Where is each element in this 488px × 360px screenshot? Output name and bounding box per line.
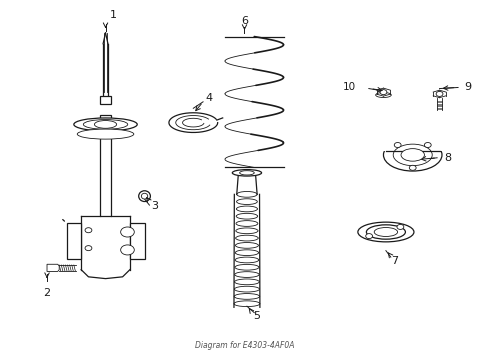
Circle shape xyxy=(365,234,372,239)
Ellipse shape xyxy=(239,171,254,175)
Circle shape xyxy=(379,90,386,95)
Ellipse shape xyxy=(235,235,258,241)
Text: 6: 6 xyxy=(241,17,247,27)
Ellipse shape xyxy=(234,279,259,285)
FancyArrowPatch shape xyxy=(62,220,64,221)
Ellipse shape xyxy=(383,139,441,171)
Text: 4: 4 xyxy=(205,93,212,103)
Ellipse shape xyxy=(139,191,150,202)
Circle shape xyxy=(85,228,92,233)
Ellipse shape xyxy=(236,192,257,197)
Circle shape xyxy=(121,245,134,255)
Ellipse shape xyxy=(94,121,116,128)
Bar xyxy=(100,96,111,104)
Circle shape xyxy=(393,143,400,148)
Ellipse shape xyxy=(392,144,431,166)
Ellipse shape xyxy=(234,286,259,292)
Text: 1: 1 xyxy=(109,10,116,20)
Ellipse shape xyxy=(233,301,260,307)
Ellipse shape xyxy=(77,129,134,139)
Text: 10: 10 xyxy=(342,82,355,93)
Ellipse shape xyxy=(375,93,390,98)
Ellipse shape xyxy=(236,221,257,226)
Ellipse shape xyxy=(235,228,258,234)
Ellipse shape xyxy=(234,264,259,270)
Circle shape xyxy=(424,143,430,148)
Circle shape xyxy=(121,227,134,237)
Ellipse shape xyxy=(235,243,258,248)
Text: 2: 2 xyxy=(43,288,50,298)
Ellipse shape xyxy=(236,206,257,212)
Text: 7: 7 xyxy=(390,256,397,266)
Ellipse shape xyxy=(235,250,258,256)
Bar xyxy=(100,116,111,216)
Circle shape xyxy=(435,91,442,96)
Ellipse shape xyxy=(366,225,405,239)
Polygon shape xyxy=(130,223,144,259)
Text: 9: 9 xyxy=(463,82,470,93)
Ellipse shape xyxy=(357,222,413,242)
Ellipse shape xyxy=(74,118,137,131)
Text: 5: 5 xyxy=(253,311,260,321)
Text: 8: 8 xyxy=(444,153,450,163)
Circle shape xyxy=(85,246,92,251)
Polygon shape xyxy=(47,264,59,271)
Ellipse shape xyxy=(83,120,127,129)
Bar xyxy=(378,129,446,150)
Ellipse shape xyxy=(234,293,259,299)
Ellipse shape xyxy=(141,193,147,199)
Ellipse shape xyxy=(234,272,259,278)
Ellipse shape xyxy=(373,228,397,237)
Circle shape xyxy=(396,224,403,229)
Circle shape xyxy=(408,165,415,170)
Polygon shape xyxy=(66,223,81,259)
Text: 3: 3 xyxy=(150,201,158,211)
Ellipse shape xyxy=(235,257,258,263)
Ellipse shape xyxy=(236,213,257,219)
Ellipse shape xyxy=(236,199,257,204)
Ellipse shape xyxy=(400,149,424,161)
Ellipse shape xyxy=(232,170,261,176)
Text: Diagram for E4303-4AF0A: Diagram for E4303-4AF0A xyxy=(194,341,294,350)
